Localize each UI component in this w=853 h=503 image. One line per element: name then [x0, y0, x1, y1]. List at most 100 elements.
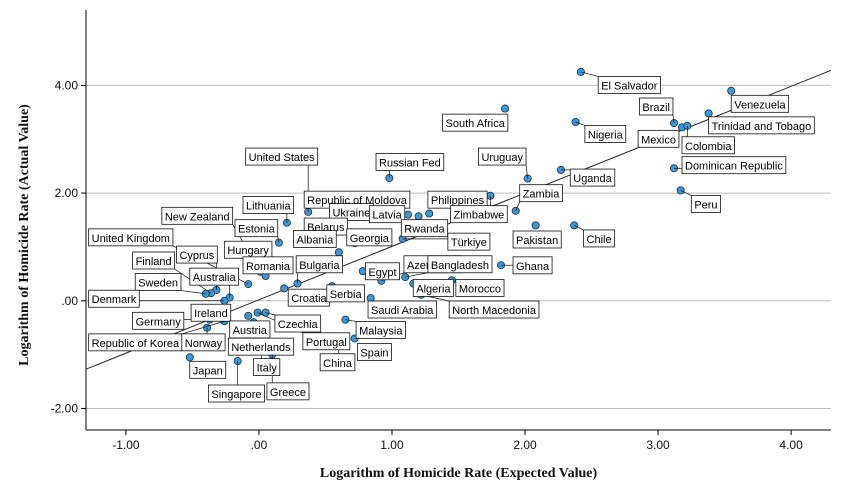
point-label: Russian Fed — [375, 153, 445, 171]
label-box — [266, 382, 310, 401]
label-box — [681, 136, 735, 155]
point-label: North Macedonia — [448, 300, 540, 319]
label-box — [639, 97, 674, 116]
label-box — [88, 228, 174, 247]
x-axis-title: Logarithm of Homicide Rate (Expected Val… — [319, 466, 598, 481]
label-text: Rwanda — [404, 224, 445, 236]
point-label: Australia — [189, 267, 239, 286]
leader-line — [672, 114, 675, 124]
label-box — [253, 358, 281, 377]
leader-line — [277, 236, 280, 243]
label-text: Czechia — [278, 319, 319, 331]
label-text: Zimbabwe — [454, 210, 505, 222]
label-box — [730, 94, 790, 113]
leader-line — [405, 272, 428, 278]
label-text: Dominican Republic — [685, 161, 783, 173]
label-text: Zambia — [523, 189, 561, 201]
leader-line — [345, 319, 357, 322]
label-box — [234, 219, 279, 238]
label-box — [355, 321, 406, 339]
label-box — [512, 256, 553, 275]
label-box — [597, 76, 661, 94]
label-box — [326, 284, 365, 303]
label-box — [274, 314, 322, 333]
label-box — [450, 205, 508, 224]
label-box — [295, 255, 343, 274]
point-label: Rwanda — [400, 219, 449, 238]
label-text: Greece — [270, 387, 306, 399]
label-text: Türkiye — [451, 237, 487, 249]
point-label: Ukraine — [329, 203, 374, 221]
point-label: Finland — [132, 251, 176, 270]
label-text: Bangladesh — [431, 260, 489, 272]
leader-line — [180, 290, 206, 295]
label-text: Latvia — [372, 210, 402, 222]
point-label: New Zealand — [161, 206, 234, 225]
point-label: Netherlands — [227, 337, 295, 356]
label-box — [132, 251, 176, 270]
point-label: Zimbabwe — [450, 205, 508, 224]
data-point — [403, 210, 412, 219]
leader-line — [574, 225, 584, 231]
y-tick-label: 2.00 — [55, 186, 79, 200]
point-label: Romania — [242, 256, 294, 275]
label-text: Austria — [233, 325, 268, 337]
label-text: Ireland — [194, 308, 228, 320]
label-text: Egypt — [368, 267, 396, 279]
label-text: United States — [249, 152, 316, 164]
label-text: Italy — [257, 363, 278, 375]
point-label: Morocco — [455, 279, 505, 297]
point-label: Colombia — [681, 136, 735, 155]
label-box — [367, 300, 437, 319]
label-text: Nigeria — [588, 129, 624, 141]
label-text: Norway — [185, 338, 223, 350]
label-box — [132, 311, 185, 330]
y-tick-label: 4.00 — [55, 78, 79, 92]
leader-line — [182, 320, 225, 335]
label-text: Serbia — [330, 289, 363, 301]
label-text: China — [323, 358, 353, 370]
label-text: Trinidad and Tobago — [712, 121, 812, 133]
point-label: Albania — [293, 230, 337, 248]
point-label: Croatia — [287, 288, 331, 307]
point-label: Greece — [266, 382, 310, 401]
data-point — [244, 311, 253, 320]
point-label: Bangladesh — [427, 255, 493, 274]
point-label: Uganda — [569, 168, 616, 187]
label-box — [448, 300, 540, 319]
point-label: China — [319, 353, 356, 372]
label-box — [512, 230, 562, 249]
point-label: Malaysia — [355, 321, 406, 339]
label-text: United Kingdom — [92, 233, 170, 245]
y-axis-title: Logarithm of Homicide Rate (Actual Value… — [17, 104, 32, 366]
label-box — [583, 229, 616, 248]
label-box — [356, 343, 392, 361]
point-label: Pakistan — [512, 230, 562, 249]
point-label: Mexico — [637, 129, 680, 148]
label-text: Peru — [694, 199, 717, 211]
point-label: Peru — [690, 195, 721, 213]
leader-line — [265, 312, 275, 316]
label-text: El Salvador — [601, 80, 658, 92]
label-text: Netherlands — [231, 342, 291, 354]
label-text: Georgia — [350, 233, 390, 245]
label-text: Sweden — [138, 278, 178, 290]
point-label: Zambia — [519, 184, 563, 203]
y-tick-label: .00 — [61, 294, 78, 308]
label-text: Spain — [360, 348, 388, 360]
data-point — [501, 104, 510, 113]
label-text: Russian Fed — [379, 157, 441, 169]
leader-line — [580, 71, 599, 77]
point-label: Saudi Arabia — [367, 300, 437, 319]
x-tick-label: 1.00 — [380, 438, 404, 452]
label-box — [176, 245, 218, 264]
leader-line — [575, 121, 586, 126]
leader-line — [515, 201, 521, 211]
point-label: Portugal — [302, 332, 351, 351]
label-text: Morocco — [459, 283, 501, 295]
point-label: Japan — [189, 360, 227, 379]
label-box — [368, 205, 406, 224]
label-text: Mexico — [641, 134, 676, 146]
point-label: Germany — [132, 311, 185, 330]
label-box — [569, 168, 616, 187]
